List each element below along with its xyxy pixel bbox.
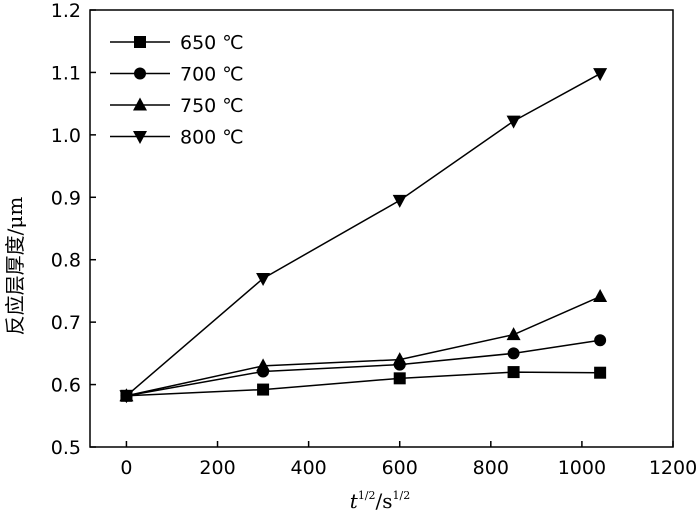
x-axis-label-unit: s — [382, 489, 392, 513]
data-point — [392, 352, 407, 366]
legend-item: 700 ℃ — [110, 64, 244, 86]
data-point — [393, 372, 406, 385]
y-tick-label: 0.5 — [51, 437, 81, 459]
x-tick-label: 800 — [473, 457, 509, 479]
x-axis-label-var-sup: 1/2 — [358, 489, 376, 502]
x-axis-label-sep: / — [376, 489, 383, 513]
y-axis-label: 反应层厚度/μm — [3, 197, 27, 336]
data-point — [593, 289, 608, 303]
plot-frame — [89, 9, 674, 448]
data-point — [256, 272, 271, 286]
y-tick-label: 1.1 — [51, 62, 81, 84]
legend-marker — [134, 36, 146, 48]
legend-label: 800 ℃ — [180, 127, 244, 149]
y-tick-label: 0.6 — [51, 375, 81, 397]
x-tick-label: 1200 — [649, 457, 697, 479]
data-point — [392, 194, 407, 208]
data-point — [507, 366, 520, 379]
series-line — [125, 73, 601, 397]
legend-label: 650 ℃ — [180, 32, 244, 54]
data-point — [256, 358, 271, 372]
legend-marker — [133, 97, 147, 111]
legend-item: 650 ℃ — [110, 32, 244, 54]
ticks: 0 200 400 600 800 1000 1200 0.5 0.6 0.7 0.8 0.9 1.0 1… — [51, 0, 697, 479]
x-axis-label: t1/2/s1/2 — [350, 489, 410, 513]
data-point — [506, 327, 521, 341]
x-axis-label-unit-sup: 1/2 — [393, 489, 411, 502]
y-tick-label: 0.8 — [51, 250, 81, 272]
data-point — [119, 390, 134, 404]
x-tick-label: 600 — [382, 457, 418, 479]
legend-marker — [133, 131, 147, 144]
x-tick-label: 200 — [199, 457, 235, 479]
data-point — [257, 383, 270, 396]
data-point — [594, 366, 607, 379]
series-layer — [119, 68, 608, 404]
y-tick-label: 0.9 — [51, 187, 81, 209]
series-line — [126, 339, 601, 397]
data-point — [594, 334, 607, 347]
data-point — [506, 115, 521, 129]
series-line — [126, 371, 601, 397]
x-tick-label: 0 — [120, 457, 132, 479]
y-tick-label: 1.0 — [51, 125, 81, 147]
series-1 — [120, 334, 607, 402]
data-point — [507, 347, 520, 360]
legend-item: 800 ℃ — [110, 127, 244, 149]
legend-label: 700 ℃ — [180, 64, 244, 86]
data-point — [593, 68, 608, 82]
x-tick-label: 400 — [290, 457, 326, 479]
x-tick-label: 1000 — [558, 457, 606, 479]
y-tick-label: 1.2 — [51, 0, 81, 22]
legend-marker — [134, 67, 146, 80]
legend: 650 ℃ 700 ℃ 750 ℃ 800 ℃ — [110, 32, 244, 149]
y-tick-label: 0.7 — [51, 312, 81, 334]
x-axis-label-var: t — [350, 489, 359, 513]
legend-item: 750 ℃ — [110, 95, 244, 117]
axes — [89, 9, 674, 448]
series-3 — [119, 68, 608, 404]
legend-label: 750 ℃ — [180, 95, 244, 117]
